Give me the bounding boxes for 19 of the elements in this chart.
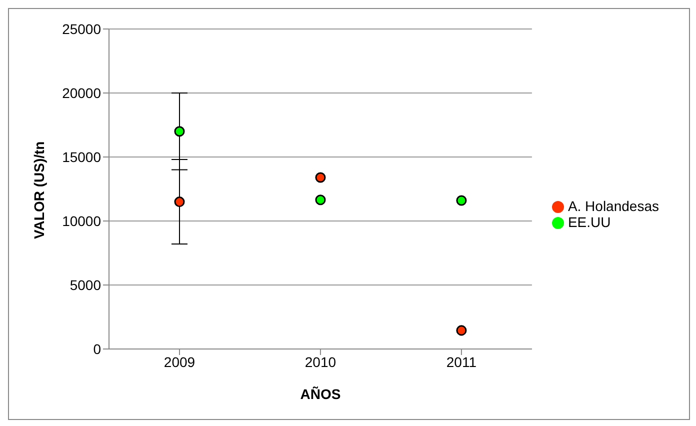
y-tick-label: 20000 (62, 84, 102, 101)
y-tick-label: 5000 (70, 276, 102, 293)
x-tick-label: 2010 (304, 354, 336, 370)
y-tick-label: 25000 (62, 20, 102, 37)
point (315, 194, 326, 206)
legend-label: A. Holandesas (568, 198, 659, 214)
y-axis-title: VALOR (US)/tn (30, 141, 47, 239)
point (174, 126, 185, 137)
x-tick-label: 2011 (446, 354, 477, 370)
y-tick-label: 10000 (62, 212, 102, 229)
point (456, 325, 467, 336)
x-tick-label: 2009 (164, 354, 196, 370)
legend-label: EE.UU (568, 214, 611, 230)
point (174, 196, 185, 208)
y-tick-label: 0 (93, 340, 102, 357)
point (456, 195, 467, 206)
y-tick-label: 15000 (62, 148, 102, 165)
x-axis-title: AÑOS (300, 386, 341, 402)
point (315, 172, 326, 183)
